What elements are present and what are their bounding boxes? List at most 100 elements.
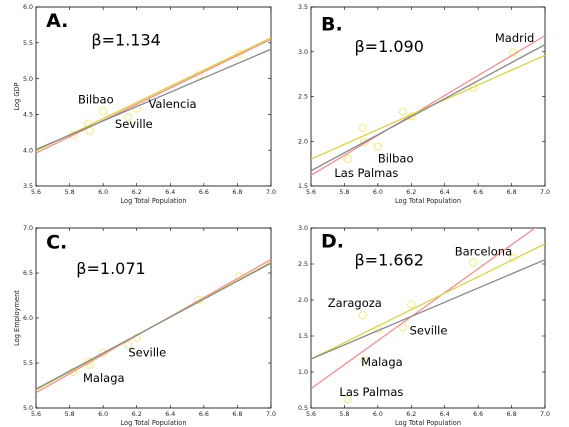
x-tick-label: 6.6 [473, 411, 483, 418]
data-point [398, 107, 408, 116]
x-tick-label: 7.0 [266, 411, 276, 418]
y-tick-label: 5.0 [23, 76, 33, 83]
y-tick-label: 2.0 [298, 297, 308, 304]
data-point [358, 123, 368, 133]
x-tick-label: 5.6 [31, 411, 41, 418]
data-point [343, 154, 353, 164]
fit-line-yellow [311, 243, 545, 360]
plot-data [311, 35, 545, 176]
y-tick-label: 4.0 [23, 147, 33, 154]
y-tick-label: 6.0 [23, 4, 33, 11]
city-label: Seville [128, 346, 166, 360]
y-axis-label: Log Employment [13, 290, 21, 346]
x-tick-label: 5.8 [65, 411, 75, 418]
x-tick-label: 6.0 [98, 189, 108, 196]
y-tick-label: 2.5 [298, 261, 308, 268]
data-point [468, 258, 478, 267]
panel-letter: C. [46, 232, 67, 254]
y-tick-label: 6.0 [23, 315, 33, 322]
x-tick-label: 6.2 [406, 411, 416, 418]
x-tick-label: 5.6 [31, 189, 41, 196]
x-tick-label: 5.6 [306, 411, 316, 418]
beta-annotation: β=1.134 [91, 31, 160, 50]
plot-data [36, 258, 271, 394]
city-label: Malaga [361, 355, 403, 369]
panel-letter: A. [46, 10, 68, 32]
x-axis-label: Log Total Population [120, 419, 186, 427]
data-point [124, 113, 133, 122]
x-tick-label: 7.0 [540, 411, 550, 418]
data-point [358, 310, 368, 320]
y-tick-label: 5.5 [23, 360, 33, 367]
plot-frame [310, 227, 546, 409]
y-tick-label: 4.5 [23, 112, 33, 119]
data-point [343, 395, 353, 404]
x-tick-label: 5.8 [339, 189, 349, 196]
data-point [124, 340, 133, 350]
city-label: Las Palmas [339, 385, 403, 399]
y-tick-label: 3.0 [298, 49, 308, 56]
x-tick-label: 6.4 [165, 411, 175, 418]
y-tick-label: 7.0 [23, 225, 33, 232]
fit-line-red [311, 228, 537, 390]
beta-annotation: β=1.071 [76, 259, 145, 278]
city-label: Seville [410, 324, 448, 338]
x-tick-label: 6.2 [132, 411, 142, 418]
y-tick-label: 2.0 [298, 138, 308, 145]
x-tick-label: 6.2 [406, 189, 416, 196]
y-tick-label: 1.5 [298, 183, 308, 190]
x-tick-label: 7.0 [266, 189, 276, 196]
plot-data [311, 228, 545, 404]
x-axis-label: Log Total Population [395, 419, 461, 427]
x-tick-label: 6.0 [98, 411, 108, 418]
data-point [98, 107, 108, 116]
fit-line-red [36, 38, 271, 154]
x-tick-label: 6.8 [507, 189, 517, 196]
plot-data [36, 37, 271, 154]
x-tick-label: 5.6 [306, 189, 316, 196]
city-label: Valencia [148, 97, 196, 111]
x-tick-label: 6.8 [507, 411, 517, 418]
y-tick-label: 1.0 [298, 369, 308, 376]
fit-line-gray [36, 48, 271, 151]
panel-1: 5.6 5.8 6.0 6.2 6.4 6.6 6.8 7.0 3.5 4.0 4.5 5.0 5.5 6… [13, 4, 276, 205]
y-tick-label: 5.0 [23, 405, 33, 412]
y-tick-label: 6.5 [23, 270, 33, 277]
beta-annotation: β=1.662 [354, 250, 423, 269]
fit-line-gray [311, 259, 545, 360]
city-label: Bilbao [378, 152, 414, 166]
data-point [360, 356, 369, 365]
fit-line-red [311, 35, 545, 176]
x-tick-label: 6.2 [132, 189, 142, 196]
y-tick-label: 0.5 [298, 405, 308, 412]
city-label: Madrid [495, 31, 535, 45]
x-tick-label: 6.4 [440, 411, 450, 418]
data-point [398, 323, 408, 332]
city-label: Seville [115, 117, 153, 131]
x-tick-label: 6.8 [232, 189, 242, 196]
city-label: Malaga [83, 371, 125, 385]
x-tick-label: 6.6 [199, 411, 209, 418]
x-tick-label: 6.0 [373, 411, 383, 418]
panel-letter: D. [321, 230, 344, 252]
fit-line-gray [36, 262, 271, 390]
x-tick-label: 6.8 [232, 411, 242, 418]
panel-3: 5.6 5.8 6.0 6.2 6.4 6.6 6.8 7.0 5.0 5.5 6.0 6.5 7.0 L… [13, 225, 276, 427]
data-point [373, 142, 383, 151]
y-tick-label: 3.5 [23, 183, 33, 190]
x-tick-label: 6.6 [199, 189, 209, 196]
city-label: Zaragoza [328, 296, 382, 310]
x-tick-label: 6.4 [165, 189, 175, 196]
panel-4: 5.6 5.8 6.0 6.2 6.4 6.6 6.8 7.0 0.5 1.0 1.5 2.0 2.5 3… [298, 225, 550, 427]
x-tick-label: 6.6 [473, 189, 483, 196]
data-point [360, 137, 369, 147]
plot-frame [35, 227, 272, 409]
y-tick-label: 1.5 [298, 333, 308, 340]
x-tick-label: 6.0 [373, 189, 383, 196]
y-axis-label: Log GDP [13, 82, 21, 110]
fit-line-yellow [36, 37, 271, 152]
x-axis-label: Log Total Population [395, 197, 461, 205]
city-label: Bilbao [78, 93, 114, 107]
y-tick-label: 3.0 [298, 225, 308, 232]
